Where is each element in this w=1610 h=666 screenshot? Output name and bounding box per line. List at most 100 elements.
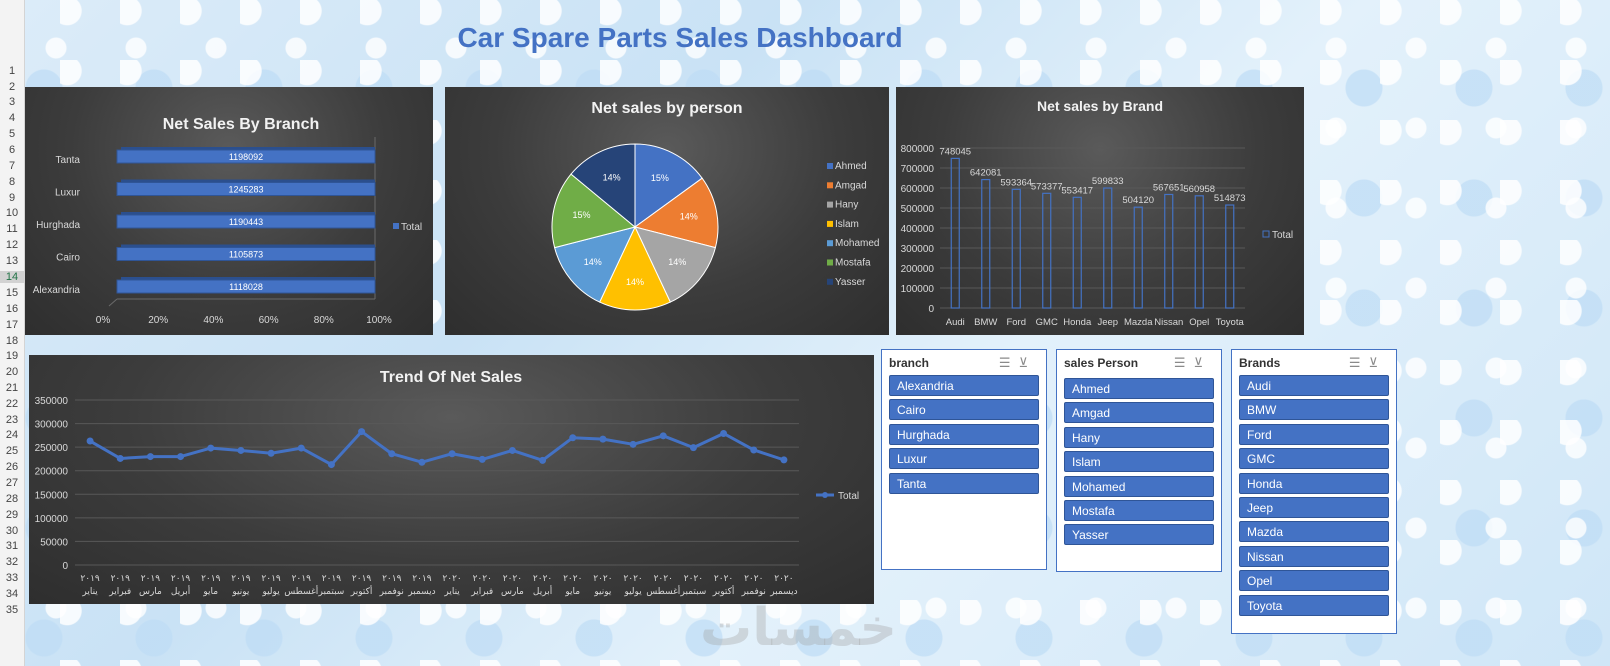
data-point	[508, 446, 516, 454]
slicer-item[interactable]: Luxur	[889, 448, 1039, 470]
row-number[interactable]: 7	[8, 160, 16, 172]
slicer-item[interactable]: Mohamed	[1064, 475, 1214, 497]
row-number[interactable]: 3	[8, 96, 16, 108]
slicer-item[interactable]: Honda	[1239, 472, 1389, 494]
row-number[interactable]: 8	[8, 176, 16, 188]
category-label: Ford	[1006, 317, 1026, 328]
clear-filter-icon[interactable]: ⊻	[1193, 355, 1211, 370]
row-number[interactable]: 17	[5, 319, 19, 331]
row-number[interactable]: 25	[5, 445, 19, 457]
category-label: Alexandria	[33, 285, 81, 296]
person-chart-svg: Net sales by person 15% 14% 14% 14% 14% 15% 14%…	[551, 100, 879, 311]
slicer-item[interactable]: Hurghada	[889, 423, 1039, 445]
data-point	[327, 461, 335, 469]
slicer-item[interactable]: BMW	[1239, 399, 1389, 421]
x-tick-month: سبتمبر	[317, 586, 344, 596]
trend-chart[interactable]: Trend Of Net Sales 0 50000 100000 150000 2000…	[29, 355, 874, 604]
y-tick-label: 400000	[901, 224, 935, 235]
slicer-item[interactable]: Mazda	[1239, 521, 1389, 543]
row-number[interactable]: 18	[5, 335, 19, 347]
slicer-item[interactable]: Nissan	[1239, 545, 1389, 567]
row-number[interactable]: 9	[8, 192, 16, 204]
row-number[interactable]: 23	[5, 414, 19, 426]
slicer-item[interactable]: Islam	[1064, 451, 1214, 473]
slicer-item[interactable]: Mostafa	[1064, 500, 1214, 521]
clear-filter-icon[interactable]: ⊻	[1018, 355, 1036, 370]
row-number[interactable]: 28	[5, 493, 19, 505]
slicer-item[interactable]: Ahmed	[1064, 378, 1214, 399]
slicer-item[interactable]: Audi	[1239, 375, 1389, 396]
branch-chart[interactable]: Net Sales By Branch 0% 20% 40% 60% 80% 100% Tan…	[25, 87, 433, 335]
slicer-item[interactable]: Alexandria	[889, 375, 1039, 396]
y-tick-label: 100000	[35, 514, 69, 525]
category-label: Opel	[1189, 317, 1209, 328]
x-tick-label: 20%	[148, 315, 168, 326]
row-number[interactable]: 6	[8, 144, 16, 156]
row-number[interactable]: 29	[5, 509, 19, 521]
row-number[interactable]: 32	[5, 556, 19, 568]
data-label: 1198092	[229, 152, 263, 162]
row-number[interactable]: 21	[5, 382, 19, 394]
row-number[interactable]: 20	[5, 366, 19, 378]
row-number[interactable]: 2	[8, 81, 16, 93]
row-number[interactable]: 14	[0, 271, 24, 283]
multi-select-icon[interactable]: ☰	[1348, 355, 1369, 370]
row-number[interactable]: 31	[5, 540, 19, 552]
row-number[interactable]: 13	[5, 255, 19, 267]
slicer-item[interactable]: Amgad	[1064, 402, 1214, 424]
bar	[1225, 204, 1235, 309]
row-number[interactable]: 4	[8, 112, 16, 124]
pie-slice	[634, 143, 703, 228]
brand-chart[interactable]: Net sales by Brand 0 100000 200000 300000 400…	[896, 87, 1304, 335]
y-tick-label: 50000	[40, 537, 68, 548]
bar-top-face	[121, 147, 375, 151]
slicer-item[interactable]: Toyota	[1239, 594, 1389, 616]
row-number[interactable]: 26	[5, 461, 19, 473]
slicer-item[interactable]: Yasser	[1064, 524, 1214, 546]
category-label: Cairo	[56, 253, 80, 264]
multi-select-icon[interactable]: ☰	[1173, 355, 1194, 370]
legend-label: Ahmed	[835, 161, 867, 172]
slicer-item[interactable]: GMC	[1239, 448, 1389, 470]
row-number[interactable]: 16	[5, 303, 19, 315]
row-number[interactable]: 5	[8, 128, 16, 140]
slicer-toolbar: ☰⊻	[1174, 355, 1211, 371]
row-number[interactable]: 19	[5, 350, 19, 362]
slicer-item[interactable]: Jeep	[1239, 497, 1389, 518]
data-label: 504120	[1122, 195, 1154, 206]
row-number[interactable]: 22	[5, 398, 19, 410]
x-tick-year: ٢٠٢٠	[654, 573, 673, 583]
multi-select-icon[interactable]: ☰	[998, 355, 1019, 370]
branch-chart-svg: Net Sales By Branch 0% 20% 40% 60% 80% 100% Tan…	[33, 116, 422, 326]
row-number[interactable]: 15	[5, 287, 19, 299]
row-number[interactable]: 1	[8, 65, 16, 77]
row-number[interactable]: 30	[5, 525, 19, 537]
row-number[interactable]: 11	[6, 223, 18, 235]
person-chart[interactable]: Net sales by person 15% 14% 14% 14% 14% 15% 14%…	[445, 87, 889, 335]
category-label: Toyota	[1216, 317, 1245, 328]
slicer-item[interactable]: Ford	[1239, 423, 1389, 445]
x-tick-month: يناير	[81, 586, 98, 596]
row-number[interactable]: 10	[5, 207, 19, 219]
sales-person-slicer[interactable]: sales Person ☰⊻ Ahmed Amgad Hany Islam Mohamed…	[1056, 349, 1222, 572]
slicer-item[interactable]: Tanta	[889, 472, 1039, 494]
brands-slicer[interactable]: Brands ☰⊻ Audi BMW Ford GMC Honda Jeep Mazda Niss…	[1231, 349, 1397, 634]
row-number[interactable]: 12	[5, 239, 19, 251]
row-number[interactable]: 27	[5, 477, 19, 489]
row-number[interactable]: 24	[5, 429, 19, 441]
x-tick-year: ٢٠٢٠	[563, 573, 582, 583]
data-point	[780, 456, 788, 464]
legend-label: Total	[1272, 230, 1293, 241]
slicer-item[interactable]: Opel	[1239, 570, 1389, 592]
watermark-logo: خمسات	[700, 599, 898, 657]
row-number[interactable]: 33	[5, 572, 19, 584]
slicer-item[interactable]: Hany	[1064, 426, 1214, 448]
x-tick-month: مايو	[202, 586, 218, 596]
clear-filter-icon[interactable]: ⊻	[1368, 355, 1386, 370]
y-tick-label: 600000	[901, 184, 935, 195]
row-number[interactable]: 34	[5, 588, 19, 600]
row-number[interactable]: 35	[5, 604, 19, 616]
branch-slicer[interactable]: branch ☰⊻ Alexandria Cairo Hurghada Luxur Tant…	[881, 349, 1047, 570]
slicer-item[interactable]: Cairo	[889, 399, 1039, 421]
data-label: 553417	[1061, 185, 1093, 196]
